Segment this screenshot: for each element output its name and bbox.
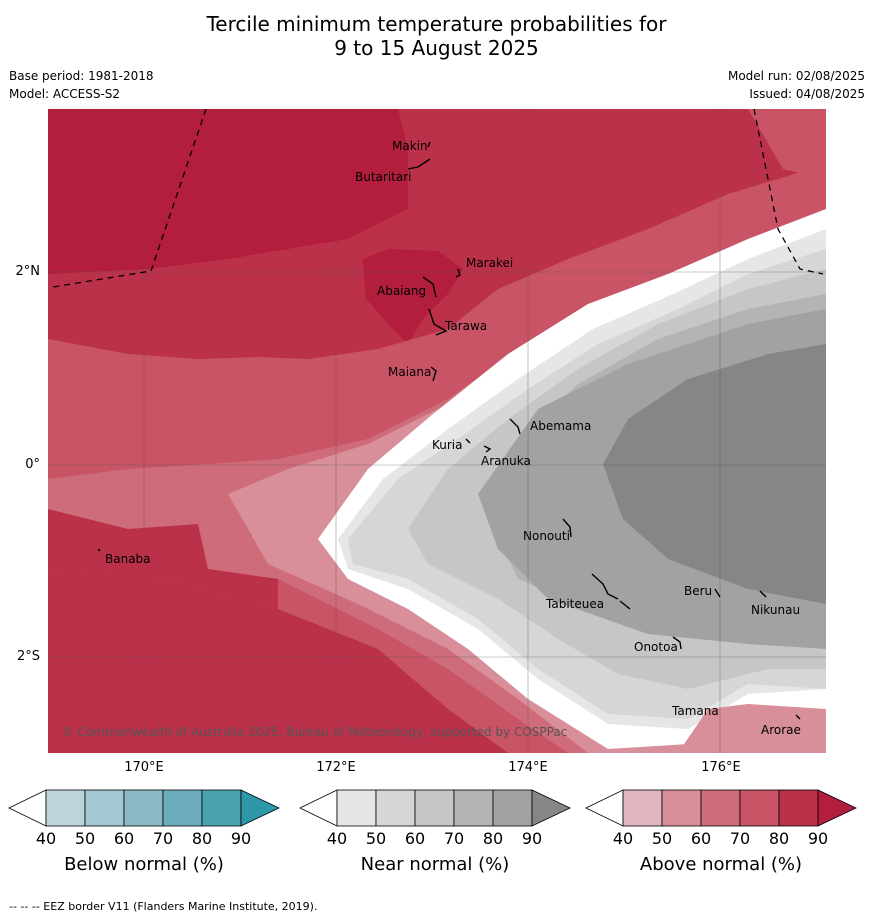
map-title: Tercile minimum temperature probabilitie… <box>0 12 873 60</box>
place-label-tabiteuea: Tabiteuea <box>546 597 605 611</box>
zone-above-90-nw <box>48 109 398 274</box>
colorbar-tick-label: 50 <box>651 829 673 848</box>
colorbar-below-title: Below normal (%) <box>64 854 224 875</box>
colorbar-swatch <box>336 789 377 827</box>
lat-label-2n: 2°N <box>15 264 41 279</box>
zone-above-70-ne <box>748 109 826 179</box>
place-label-abemama: Abemama <box>530 419 592 433</box>
colorbar-near-normal <box>299 789 571 827</box>
colorbar-tick-label: 50 <box>365 829 387 848</box>
place-label-tarawa: Tarawa <box>445 319 488 333</box>
colorbar-low-arrow <box>8 789 47 827</box>
gridlines <box>48 109 826 753</box>
colorbar-below-normal <box>8 789 280 827</box>
colorbar-swatch <box>778 789 819 827</box>
place-label-nikunau: Nikunau <box>751 603 801 617</box>
place-label-makin: Makin <box>392 139 428 153</box>
colorbar-swatch <box>123 789 164 827</box>
colorbar-high-arrow <box>240 789 280 827</box>
model-run: Model run: 02/08/2025 <box>727 69 865 83</box>
eez-footer-note: -- -- -- EEZ border V11 (Flanders Marine… <box>9 900 318 913</box>
colorbar-swatch <box>84 789 125 827</box>
zone-near-90-plus <box>603 344 826 604</box>
lon-label-174e: 174°E <box>508 760 548 775</box>
colorbar-tick-label: 90 <box>230 829 252 848</box>
place-label-maiana: Maiana <box>388 365 432 379</box>
colorbar-swatch <box>375 789 416 827</box>
colorbar-swatch <box>414 789 455 827</box>
colorbar-tick-label: 80 <box>768 829 790 848</box>
colorbar-tick-label: 90 <box>521 829 543 848</box>
colorbar-tick-label: 70 <box>729 829 751 848</box>
colorbar-low-arrow <box>585 789 624 827</box>
colorbar-tick-label: 90 <box>807 829 829 848</box>
map-area <box>48 109 826 753</box>
copyright-notice: © Commonwealth of Australia 2025, Bureau… <box>62 725 568 739</box>
title-line-2: 9 to 15 August 2025 <box>334 36 539 60</box>
title-line-1: Tercile minimum temperature probabilitie… <box>206 12 667 36</box>
colorbar-swatch <box>622 789 663 827</box>
place-label-banaba: Banaba <box>105 552 151 566</box>
place-label-onotoa: Onotoa <box>634 640 678 654</box>
colorbar-swatch <box>700 789 741 827</box>
colorbar-above-title: Above normal (%) <box>639 854 803 875</box>
colorbar-swatch <box>661 789 702 827</box>
colorbar-swatch <box>45 789 86 827</box>
colorbar-below-swatches <box>8 789 280 827</box>
place-label-aranuka: Aranuka <box>481 454 531 468</box>
colorbar-above-normal <box>585 789 857 827</box>
colorbar-swatch <box>453 789 494 827</box>
colorbar-tick-label: 80 <box>191 829 213 848</box>
lon-label-176e: 176°E <box>701 760 741 775</box>
colorbar-near-swatches <box>299 789 571 827</box>
probability-map <box>48 109 826 753</box>
colorbar-low-arrow <box>299 789 338 827</box>
colorbar-tick-label: 50 <box>74 829 96 848</box>
place-label-marakei: Marakei <box>466 256 514 270</box>
place-label-abaiang: Abaiang <box>377 284 427 298</box>
colorbar-tick-label: 60 <box>113 829 135 848</box>
colorbar-tick-label: 60 <box>404 829 426 848</box>
lat-label-2s: 2°S <box>16 649 40 664</box>
colorbar-swatch <box>739 789 780 827</box>
place-label-tamana: Tamana <box>672 704 719 718</box>
colorbar-high-arrow <box>817 789 857 827</box>
colorbar-swatch <box>492 789 533 827</box>
colorbar-tick-label: 80 <box>482 829 504 848</box>
colorbar-tick-label: 60 <box>690 829 712 848</box>
place-label-butaritari: Butaritari <box>355 170 412 184</box>
colorbar-high-arrow <box>531 789 571 827</box>
colorbar-tick-label: 70 <box>152 829 174 848</box>
lon-label-172e: 172°E <box>316 760 356 775</box>
colorbar-tick-label: 40 <box>326 829 348 848</box>
eez-border <box>52 109 824 288</box>
colorbar-above-swatches <box>585 789 857 827</box>
colorbar-tick-label: 70 <box>443 829 465 848</box>
model-name: Model: ACCESS-S2 <box>9 87 121 101</box>
base-period: Base period: 1981-2018 <box>9 69 154 83</box>
colorbar-swatch <box>201 789 242 827</box>
colorbar-swatch <box>162 789 203 827</box>
zone-above-50-south <box>678 704 826 753</box>
place-label-arorae: Arorae <box>761 723 801 737</box>
place-label-beru: Beru <box>684 584 713 598</box>
colorbar-tick-label: 40 <box>612 829 634 848</box>
place-label-nonouti: Nonouti <box>523 529 570 543</box>
issued-date: Issued: 04/08/2025 <box>749 87 865 101</box>
colorbar-tick-label: 40 <box>35 829 57 848</box>
place-label-kuria: Kuria <box>432 438 463 452</box>
lon-label-170e: 170°E <box>124 760 164 775</box>
zone-above-90-center <box>363 249 463 344</box>
colorbar-near-title: Near normal (%) <box>360 854 510 875</box>
islands <box>97 141 801 720</box>
lat-label-0: 0° <box>25 457 40 472</box>
